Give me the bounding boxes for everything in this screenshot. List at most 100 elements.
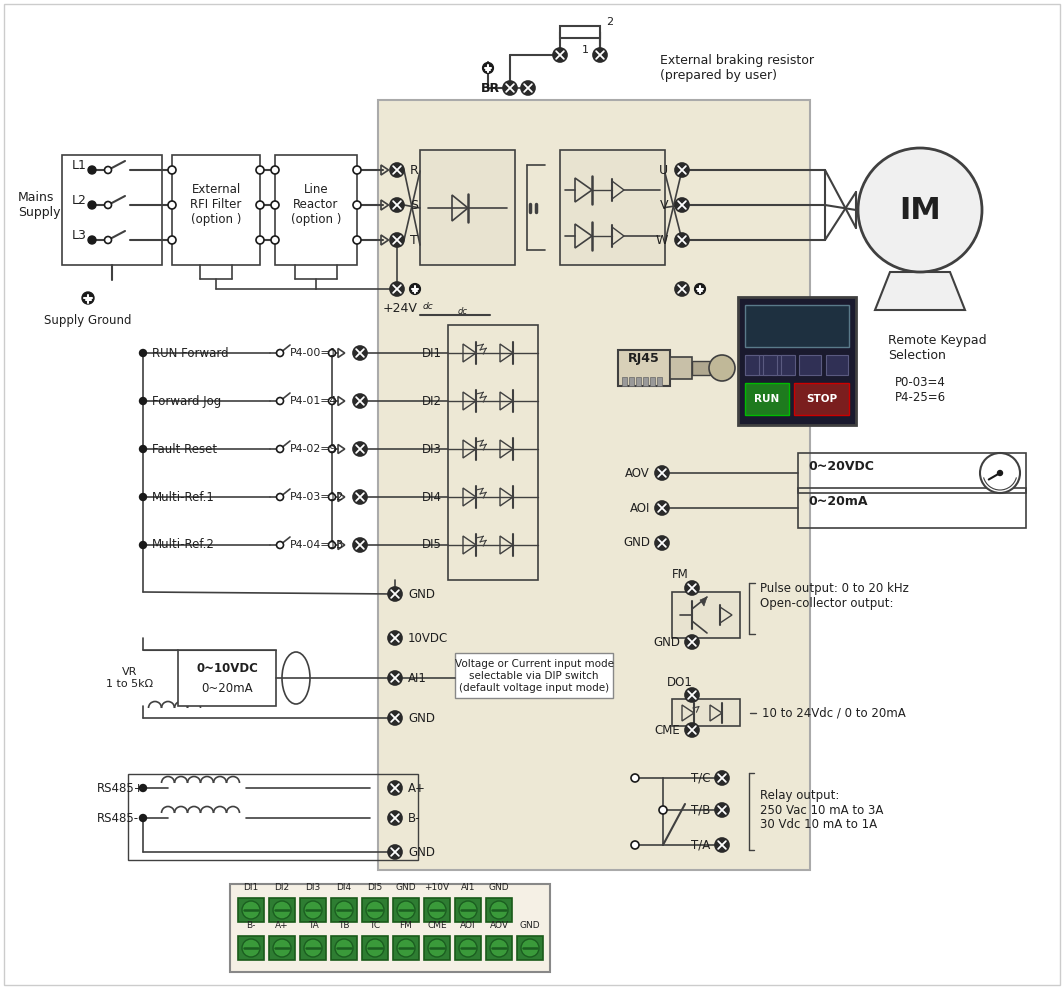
- Bar: [362, 936, 388, 960]
- Circle shape: [242, 901, 260, 919]
- Bar: [448, 325, 538, 580]
- Bar: [636, 377, 641, 386]
- Bar: [486, 898, 512, 922]
- Bar: [560, 150, 665, 265]
- Bar: [763, 355, 777, 375]
- Circle shape: [273, 939, 290, 957]
- Text: IM: IM: [899, 196, 941, 225]
- Text: RS485+: RS485+: [97, 781, 145, 794]
- Bar: [455, 653, 613, 698]
- Circle shape: [304, 901, 322, 919]
- Circle shape: [593, 48, 606, 62]
- Text: DI4: DI4: [336, 883, 351, 892]
- Circle shape: [388, 631, 402, 645]
- Circle shape: [491, 901, 508, 919]
- Circle shape: [631, 841, 639, 849]
- Text: GND: GND: [408, 711, 435, 725]
- Circle shape: [353, 346, 367, 360]
- Bar: [656, 377, 662, 386]
- Circle shape: [390, 198, 404, 212]
- Text: L1: L1: [72, 158, 87, 171]
- Bar: [393, 898, 419, 922]
- Bar: [486, 936, 512, 960]
- Text: Remote Keypad
Selection: Remote Keypad Selection: [888, 334, 986, 362]
- Text: Relay output:
250 Vac 10 mA to 3A
30 Vdc 10 mA to 1A: Relay output: 250 Vac 10 mA to 3A 30 Vdc…: [760, 788, 883, 832]
- Text: RUN Forward: RUN Forward: [152, 346, 229, 359]
- Text: L2: L2: [72, 194, 87, 207]
- Text: AOI: AOI: [461, 921, 476, 930]
- Bar: [629, 377, 634, 386]
- Text: GND: GND: [408, 587, 435, 600]
- Text: U: U: [659, 163, 668, 176]
- Circle shape: [353, 166, 361, 174]
- Circle shape: [553, 48, 567, 62]
- Circle shape: [388, 671, 402, 685]
- Circle shape: [353, 201, 361, 209]
- Circle shape: [271, 201, 279, 209]
- Circle shape: [410, 284, 420, 295]
- Text: 2: 2: [606, 17, 614, 27]
- Circle shape: [329, 349, 335, 356]
- Text: RJ45: RJ45: [628, 351, 660, 365]
- Circle shape: [675, 198, 689, 212]
- Circle shape: [256, 236, 264, 244]
- Text: P4-02=9: P4-02=9: [290, 444, 337, 454]
- Text: DI5: DI5: [367, 883, 383, 892]
- Circle shape: [366, 939, 384, 957]
- Bar: [738, 297, 857, 425]
- Circle shape: [390, 163, 404, 177]
- Text: Voltage or Current input mode
selectable via DIP switch
(default voltage input m: Voltage or Current input mode selectable…: [454, 660, 614, 692]
- Circle shape: [256, 201, 264, 209]
- Bar: [643, 377, 648, 386]
- Circle shape: [675, 163, 689, 177]
- Text: Line
Reactor
(option ): Line Reactor (option ): [290, 183, 342, 226]
- Circle shape: [277, 349, 283, 356]
- Text: B-: B-: [246, 921, 255, 930]
- Bar: [672, 699, 739, 726]
- Circle shape: [390, 233, 404, 247]
- Bar: [362, 898, 388, 922]
- Circle shape: [168, 166, 176, 174]
- Text: AOV: AOV: [489, 921, 509, 930]
- Text: AI1: AI1: [408, 672, 427, 684]
- Text: Mains
Supply: Mains Supply: [18, 191, 61, 219]
- Circle shape: [659, 806, 667, 814]
- Text: P4-25=6: P4-25=6: [895, 391, 946, 404]
- Text: 10 to 24Vdc / 0 to 20mA: 10 to 24Vdc / 0 to 20mA: [762, 706, 905, 720]
- Circle shape: [88, 236, 96, 244]
- Bar: [772, 355, 794, 375]
- Text: DI2: DI2: [275, 883, 289, 892]
- Bar: [692, 361, 710, 375]
- Bar: [423, 898, 450, 922]
- Text: dc: dc: [458, 307, 468, 315]
- Circle shape: [397, 901, 415, 919]
- Bar: [178, 650, 276, 706]
- Bar: [670, 357, 692, 379]
- Bar: [798, 453, 1026, 493]
- Text: GND: GND: [396, 883, 416, 892]
- Bar: [781, 355, 795, 375]
- Bar: [799, 355, 821, 375]
- Circle shape: [277, 398, 283, 405]
- Circle shape: [304, 939, 322, 957]
- Circle shape: [483, 62, 494, 73]
- Circle shape: [277, 445, 283, 453]
- Text: S: S: [410, 199, 418, 212]
- Circle shape: [353, 538, 367, 552]
- Text: 0~20VDC: 0~20VDC: [808, 460, 874, 473]
- Circle shape: [715, 771, 729, 785]
- Text: A+: A+: [276, 921, 288, 930]
- Circle shape: [329, 494, 335, 500]
- Text: AOI: AOI: [630, 501, 650, 514]
- Circle shape: [503, 81, 517, 95]
- Bar: [560, 26, 600, 38]
- Text: DI1: DI1: [422, 346, 442, 359]
- Bar: [794, 383, 849, 415]
- Text: External
RFI Filter
(option ): External RFI Filter (option ): [190, 183, 242, 226]
- Text: STOP: STOP: [807, 394, 837, 404]
- Bar: [826, 355, 848, 375]
- Bar: [300, 898, 326, 922]
- Text: GND: GND: [519, 921, 541, 930]
- Circle shape: [521, 81, 535, 95]
- Text: AI1: AI1: [461, 883, 476, 892]
